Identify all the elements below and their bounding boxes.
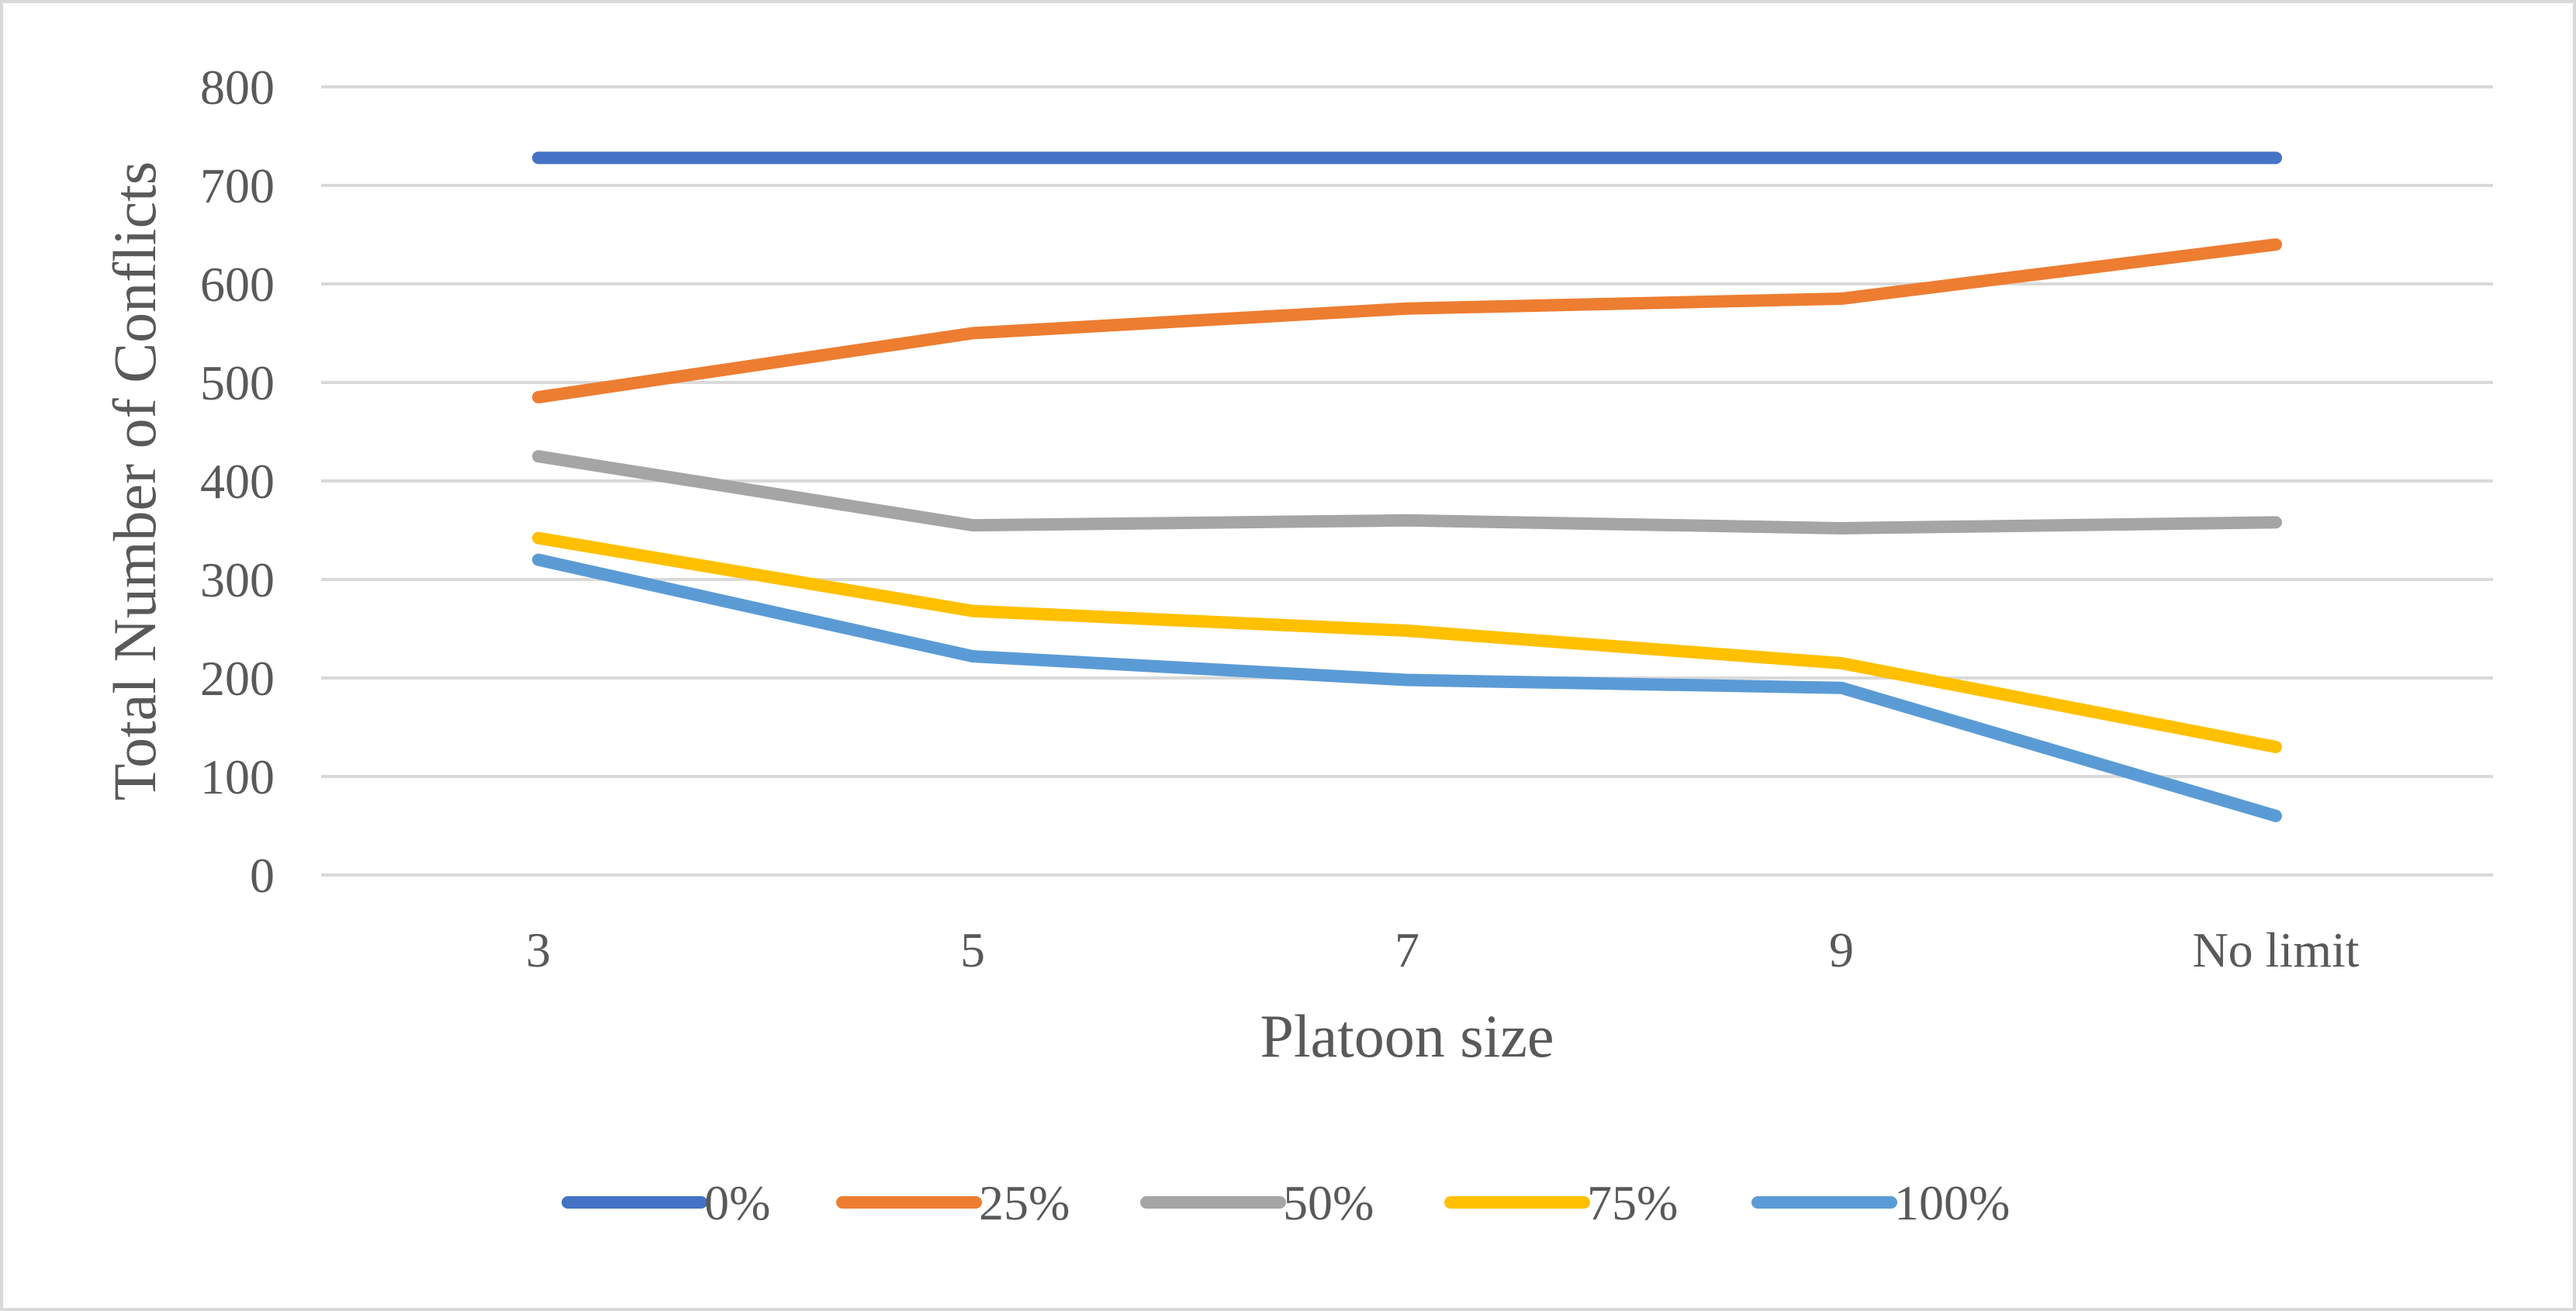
line-chart: 0 100 200 300 400 500 600 700 800 3 5 7 9 No limit T… [101, 60, 2493, 1230]
legend-item-25pct-label: 25% [979, 1175, 1070, 1230]
series-75pct-point-0 [536, 535, 541, 541]
x-axis-title: Platoon size [1260, 1002, 1554, 1070]
series-75pct-point-1 [970, 608, 975, 614]
legend-item-75pct-label: 75% [1587, 1175, 1678, 1230]
y-tick-label-400: 400 [200, 454, 275, 509]
series-25pct-point-2 [1405, 306, 1409, 311]
y-tick-label-600: 600 [200, 257, 275, 312]
x-axis-ticks: 3 5 7 9 No limit [526, 922, 2360, 977]
legend-item-25pct: 25% [836, 1175, 1070, 1230]
series-75pct [532, 531, 2282, 753]
series-0pct-point-3 [1839, 155, 1844, 161]
legend-item-100pct-label: 100% [1894, 1175, 2010, 1230]
y-axis-ticks: 0 100 200 300 400 500 600 700 800 [200, 60, 275, 903]
y-tick-label-700: 700 [200, 158, 275, 213]
x-tick-label-5: 5 [960, 922, 985, 977]
series-100pct-point-1 [970, 654, 975, 659]
series-0pct-point-4 [2273, 155, 2278, 161]
series-75pct-point-3 [1839, 660, 1844, 666]
series-25pct [532, 238, 2282, 404]
y-tick-label-300: 300 [200, 552, 275, 607]
series-0pct-point-0 [536, 155, 541, 161]
series-100pct [532, 553, 2282, 822]
series-25pct-point-1 [970, 330, 975, 336]
series-100pct-point-3 [1839, 685, 1844, 690]
series-100pct-point-4 [2273, 813, 2278, 818]
legend-item-0pct-label: 0% [704, 1175, 770, 1230]
series-25pct-point-3 [1839, 296, 1844, 302]
series-0pct-point-2 [1405, 155, 1409, 161]
x-tick-label-3: 3 [526, 922, 551, 977]
series-50pct-point-2 [1405, 517, 1409, 523]
y-tick-label-100: 100 [200, 749, 275, 804]
series-50pct-point-4 [2273, 520, 2278, 525]
y-axis-title: Total Number of Conflicts [101, 161, 168, 801]
x-tick-label-no-limit: No limit [2192, 922, 2359, 977]
series-75pct-point-4 [2273, 744, 2278, 749]
y-tick-label-200: 200 [200, 651, 275, 706]
series-50pct [532, 450, 2282, 534]
x-tick-label-9: 9 [1829, 922, 1854, 977]
series-100pct-point-2 [1405, 677, 1409, 683]
series-25pct-point-0 [536, 395, 541, 400]
series-50pct-point-3 [1839, 525, 1844, 531]
legend: 0% 25% 50% 75% 100% [562, 1175, 2010, 1230]
legend-item-0pct: 0% [562, 1175, 770, 1230]
series-25pct-line [532, 238, 2282, 404]
y-tick-label-0: 0 [250, 848, 275, 903]
series-lines [532, 151, 2282, 822]
series-50pct-point-1 [970, 523, 975, 528]
series-75pct-line [532, 531, 2282, 753]
series-50pct-line [532, 450, 2282, 534]
legend-item-50pct-label: 50% [1283, 1175, 1374, 1230]
series-25pct-point-4 [2273, 242, 2278, 247]
y-tick-label-800: 800 [200, 60, 275, 115]
series-0pct [532, 151, 2282, 164]
series-0pct-point-1 [970, 155, 975, 161]
gridlines [321, 85, 2493, 877]
y-tick-label-500: 500 [200, 355, 275, 410]
series-75pct-point-2 [1405, 628, 1409, 634]
legend-item-75pct: 75% [1444, 1175, 1678, 1230]
legend-item-50pct: 50% [1140, 1175, 1374, 1230]
series-100pct-point-0 [536, 557, 541, 562]
series-50pct-point-0 [536, 454, 541, 459]
x-tick-label-7: 7 [1395, 922, 1419, 977]
legend-item-100pct: 100% [1751, 1175, 2010, 1230]
